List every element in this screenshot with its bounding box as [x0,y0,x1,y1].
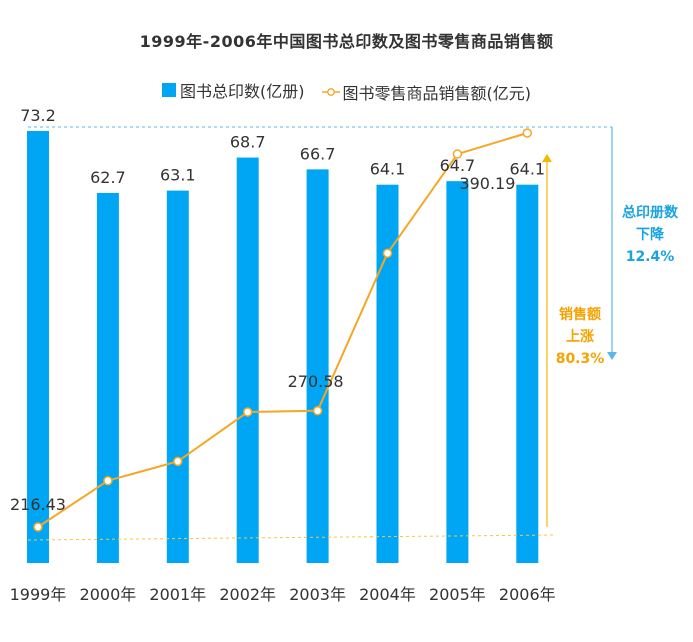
sales-ann-line3: 80.3% [555,351,605,367]
bar-7 [446,181,469,563]
bar-4 [236,157,259,563]
sales-point-8 [522,128,533,138]
x-tick-5: 2003年 [289,585,346,604]
chart-title: 1999年-2006年中国图书总印数及图书零售商品销售额 [139,32,554,51]
x-tick-1: 1999年 [10,585,67,604]
sales-point-5 [312,406,323,416]
sales-point-6 [382,248,393,258]
x-tick-4: 2002年 [219,585,276,604]
bar-label-3: 63.1 [160,166,196,185]
print-ann-line3: 12.4% [625,249,675,265]
sales-point-1 [33,522,43,532]
bar-1 [27,131,49,563]
bar-6 [376,184,399,563]
x-tick-3: 2001年 [149,585,206,604]
sales-point-7 [452,149,463,159]
bar-8 [516,184,539,563]
print-ann-line2: 下降 [636,227,664,243]
sales-point-2 [103,475,113,486]
legend-bar-swatch [161,83,176,97]
bar-label-1: 73.2 [20,106,56,125]
bar-label-6: 64.1 [370,160,406,179]
bar-label-7: 64.7 [440,156,476,175]
legend-item-line: 图书零售商品销售额(亿元) [321,80,532,104]
bar-label-8: 64.1 [509,160,545,179]
bar-3 [166,190,189,563]
bar-label-2: 62.7 [90,168,126,187]
x-tick-8: 2006年 [499,585,556,604]
legend-line-label: 图书零售商品销售额(亿元) [342,84,532,103]
sales-point-3 [173,456,183,467]
print-ann-line1: 总印册数 [622,205,678,221]
legend-item-bar: 图书总印数(亿册) [161,78,305,102]
line-label-1: 216.43 [10,495,66,514]
legend-bar-label: 图书总印数(亿册) [179,82,305,101]
print-decline-annotation: 总印册数 下降 12.4% [610,202,690,268]
legend: 图书总印数(亿册) 图书零售商品销售额(亿元) [0,78,693,104]
bar-label-5: 66.7 [300,144,336,163]
base-reference-line [27,534,557,541]
bar-label-4: 68.7 [230,133,266,152]
line-label-5: 270.58 [288,372,344,391]
legend-line-swatch [321,88,340,96]
bar-5 [306,169,329,563]
sales-ann-line2: 上涨 [566,329,594,345]
x-tick-6: 2004年 [359,585,416,604]
line-label-7: 390.19 [459,174,515,193]
print-decline-arrow-head [607,352,617,360]
sales-rise-arrow-head [542,154,552,162]
sales-rise-annotation: 销售额 上涨 80.3% [548,304,612,370]
sales-point-4 [242,407,253,417]
x-tick-7: 2005年 [429,585,486,604]
sales-line [37,132,528,528]
x-tick-2: 2000年 [80,585,137,604]
bar-2 [96,192,119,563]
sales-ann-line1: 销售额 [559,307,601,323]
